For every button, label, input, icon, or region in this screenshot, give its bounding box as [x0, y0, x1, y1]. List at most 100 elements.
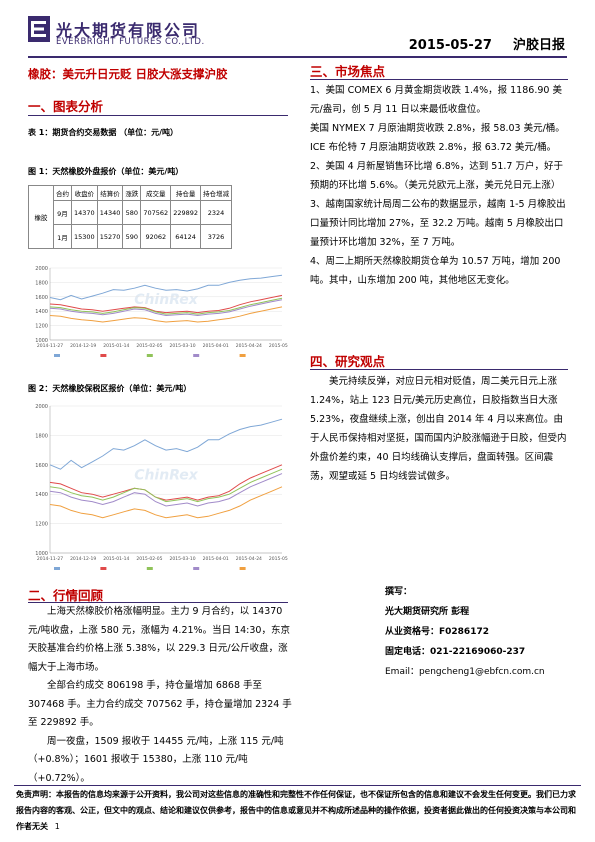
report-name: 沪胶日报	[512, 38, 565, 53]
section3-para: 2、美国 4 月新屋销售环比增 6.8%，达到 51.7 万户，好于预期的环比增…	[310, 161, 563, 191]
legend-swatch	[54, 354, 60, 357]
y-tick-label: 1400	[35, 309, 48, 315]
y-tick-label: 1800	[35, 433, 48, 439]
section4-title: 四、研究观点	[310, 354, 386, 369]
section2-para: 周一夜盘，1509 报收于 14455 元/吨，上涨 115 元/吨（+0.8%…	[28, 735, 284, 784]
legend-swatch	[54, 567, 60, 570]
author-block: 撰写： 光大期货研究所 彭程 从业资格号：F0286172 固定电话：021-2…	[385, 582, 575, 682]
section2-divider	[28, 602, 288, 603]
y-tick-label: 1600	[35, 463, 48, 469]
disclaimer-text: 免责声明：本报告的信息均来源于公开资料，我公司对这些信息的准确性和完整性不作任何…	[16, 790, 576, 831]
x-tick-label: 2014-11-27	[37, 556, 63, 562]
section3-body: 1、美国 COMEX 6 月黄金期货收跌 1.4%，报 1186.90 美元/盎…	[310, 81, 572, 290]
section3-para: 3、越南国家统计局周二公布的数据显示，越南 1-5 月橡胶出口量预计同比增加 2…	[310, 199, 566, 248]
y-tick-label: 1200	[35, 324, 48, 330]
section4-divider	[310, 369, 568, 370]
table-cell: 15270	[96, 224, 124, 249]
report-date: 2015-05-27	[408, 38, 492, 53]
legend-swatch	[239, 567, 246, 570]
x-tick-label: 2015-03-10	[169, 343, 195, 349]
series-line	[49, 473, 283, 507]
author-license: 从业资格号：F0286172	[385, 627, 489, 637]
table-cell: 707562	[140, 200, 172, 225]
table-cell: 590	[122, 224, 142, 249]
series-line	[49, 306, 283, 323]
x-tick-label: 2015-03-10	[169, 556, 195, 562]
y-tick-label: 1600	[35, 295, 48, 301]
chart-rubber-bonded-quote: ChinRex 1000 1200 1400 1600 1800 2000 2014-11-2…	[35, 404, 288, 570]
table-cell: 580	[122, 200, 142, 225]
legend-swatch	[193, 354, 200, 357]
table-cell: 229892	[170, 200, 202, 225]
x-tick-label: 2014-11-27	[37, 343, 63, 349]
y-tick-label: 1000	[35, 551, 48, 557]
x-tick-label: 2014-12-19	[70, 556, 96, 562]
watermark: ChinRex	[134, 292, 199, 308]
series-line	[49, 418, 283, 470]
legend-swatch	[100, 567, 107, 570]
table1-title: 表 1：期货合约交易数据 （单位：元/吨）	[28, 128, 179, 137]
disclaimer: 免责声明：本报告的信息均来源于公开资料，我公司对这些信息的准确性和完整性不作任何…	[16, 787, 582, 835]
table-cell: 15300	[71, 224, 98, 249]
table-header: 涨跌	[122, 185, 142, 201]
y-tick-label: 2000	[35, 404, 48, 410]
legend-swatch	[146, 354, 153, 357]
table-header: 收盘价	[71, 185, 98, 201]
table-header: 成交量	[140, 185, 172, 201]
report-header: 2015-05-27 沪胶日报	[409, 34, 565, 53]
company-logo-icon	[28, 16, 50, 42]
section1-title: 一、图表分析	[28, 99, 104, 114]
fig2-title: 图 2：天然橡胶保税区报价（单位：美元/吨）	[28, 384, 192, 393]
legend-swatch	[239, 354, 246, 357]
series-line	[49, 486, 283, 519]
y-tick-label: 1400	[35, 492, 48, 498]
table-cell: 14370	[71, 200, 98, 225]
legend-swatch	[100, 354, 107, 357]
section4-para: 美元持续反弹，对应日元相对贬值，周二美元日元上涨 1.24%，站上 123 日元…	[310, 376, 567, 482]
fig1-title: 图 1：天然橡胶外盘报价（单位：美元/吨）	[28, 167, 184, 176]
x-tick-label: 2015-01-14	[103, 556, 129, 562]
x-tick-label: 2015-04-01	[203, 343, 229, 349]
headline: 橡胶：美元升日元贬 日胶大涨支撑沪胶	[28, 67, 228, 81]
section1-divider	[28, 115, 288, 116]
author-label: 撰写：	[385, 587, 413, 597]
y-tick-label: 1200	[35, 522, 48, 528]
chart-rubber-outer-quote: ChinRex 1000 1200 1400 1600 1800 2000 2014-11-2…	[35, 266, 288, 357]
x-tick-label: 2015-05-19	[269, 343, 288, 349]
section3-para: 4、周二上期所天然橡胶期货仓单为 10.57 万吨，增加 200 吨。其中，山东…	[310, 256, 561, 286]
x-tick-label: 2015-01-14	[103, 343, 129, 349]
table-cell: 1月	[53, 224, 72, 249]
series-line	[49, 464, 283, 501]
table-cell: 64124	[170, 224, 202, 249]
table-cell: 14340	[96, 200, 124, 225]
author-email: Email：pengcheng1@ebfcn.com.cn	[385, 667, 545, 677]
footer-divider	[14, 785, 581, 786]
watermark: ChinRex	[134, 468, 199, 484]
author-phone: 固定电话：021-22169060-237	[385, 647, 526, 657]
table-header: 持仓增减	[200, 185, 233, 201]
table-header: 结算价	[96, 185, 124, 201]
series-line	[49, 297, 283, 315]
series-line	[49, 468, 283, 503]
series-line	[49, 299, 283, 317]
section3-title: 三、市场焦点	[310, 64, 386, 79]
y-tick-label: 1800	[35, 280, 48, 286]
x-tick-label: 2015-04-24	[236, 556, 262, 562]
futures-quote-table: 橡胶 合约 收盘价 结算价 涨跌 成交量 持仓量 持仓增减 9月 14370 1…	[28, 185, 233, 249]
section2-para: 上海天然橡胶价格涨幅明显。主力 9 月合约，以 14370 元/吨收盘，上涨 5…	[28, 606, 290, 673]
section3-para: 美国 NYMEX 7 月原油期货收跌 2.8%，报 58.03 美元/桶。ICE…	[310, 123, 565, 153]
author-name: 光大期货研究所 彭程	[385, 607, 470, 617]
section3-para: 1、美国 COMEX 6 月黄金期货收跌 1.4%，报 1186.90 美元/盎…	[310, 85, 562, 115]
x-tick-label: 2015-02-05	[136, 343, 162, 349]
series-line	[49, 294, 283, 314]
table-cell: 92062	[140, 224, 172, 249]
table-header: 合约	[53, 185, 72, 201]
y-tick-label: 2000	[35, 266, 48, 272]
section2-para: 全部合约成交 806198 手，持仓量增加 6868 手至 307468 手。主…	[28, 680, 292, 728]
company-name-cn: 光大期货有限公司	[56, 21, 201, 40]
series-line	[49, 274, 283, 301]
x-tick-label: 2015-04-24	[236, 343, 262, 349]
header-divider	[28, 56, 567, 58]
table-cell: 3726	[200, 224, 233, 249]
table-cell: 9月	[53, 200, 72, 225]
